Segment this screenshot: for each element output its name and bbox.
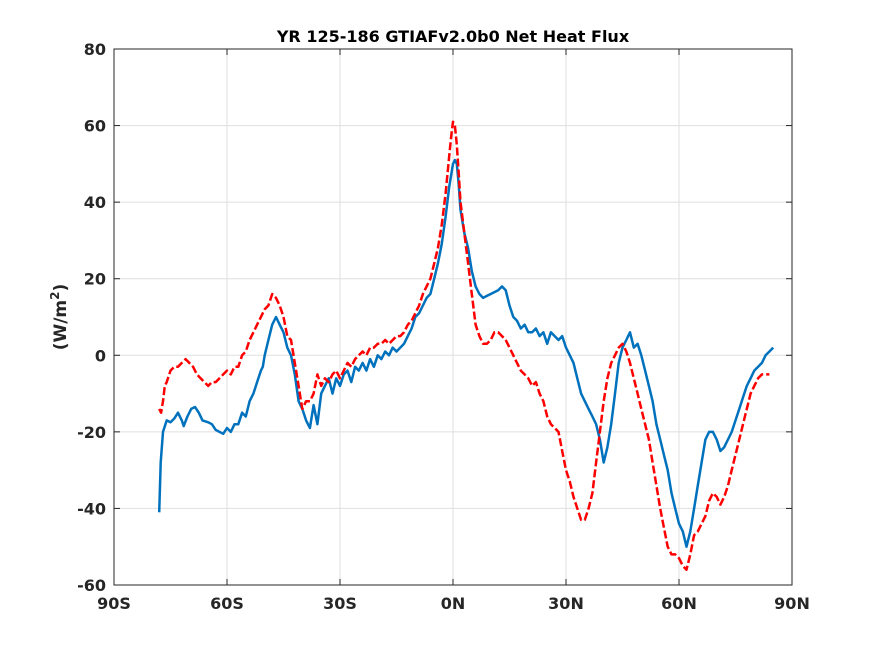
x-tick-labels: 90S 60S 30S 0N 30N 60N 90N [97, 594, 810, 613]
y-tick-label: 0 [95, 346, 106, 365]
y-axis-label-main: (W/m [51, 300, 71, 350]
y-axis-label-superscript: 2 [48, 291, 62, 299]
x-tick-label: 90N [774, 594, 810, 613]
y-tick-label: 40 [84, 193, 106, 212]
y-axis-label: (W/m2) [48, 284, 71, 351]
series-layer [157, 120, 775, 571]
y-tick-label: -40 [77, 499, 106, 518]
tick-marks [113, 48, 793, 586]
x-tick-label: 60S [210, 594, 244, 613]
x-tick-label: 0N [441, 594, 466, 613]
chart-title: YR 125-186 GTIAFv2.0b0 Net Heat Flux [276, 27, 630, 46]
x-tick-label: 60N [661, 594, 697, 613]
y-tick-label: 60 [84, 117, 106, 136]
x-tick-label: 90S [97, 594, 131, 613]
y-tick-labels: -60 -40 -20 0 20 40 60 80 [77, 40, 106, 595]
x-tick-label: 30N [548, 594, 584, 613]
x-tick-label: 30S [323, 594, 357, 613]
y-tick-label: 80 [84, 40, 106, 59]
series-line-1 [158, 120, 770, 571]
y-tick-label: -20 [77, 423, 106, 442]
y-tick-label: 20 [84, 270, 106, 289]
y-axis-label-close: ) [51, 284, 71, 292]
y-tick-label: -60 [77, 576, 106, 595]
